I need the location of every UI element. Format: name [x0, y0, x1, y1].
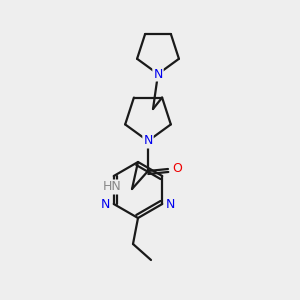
- Text: N: N: [143, 134, 153, 148]
- Text: N: N: [153, 68, 163, 80]
- Text: HN: HN: [102, 181, 121, 194]
- Text: N: N: [166, 197, 175, 211]
- Text: O: O: [172, 163, 182, 176]
- Text: N: N: [101, 197, 110, 211]
